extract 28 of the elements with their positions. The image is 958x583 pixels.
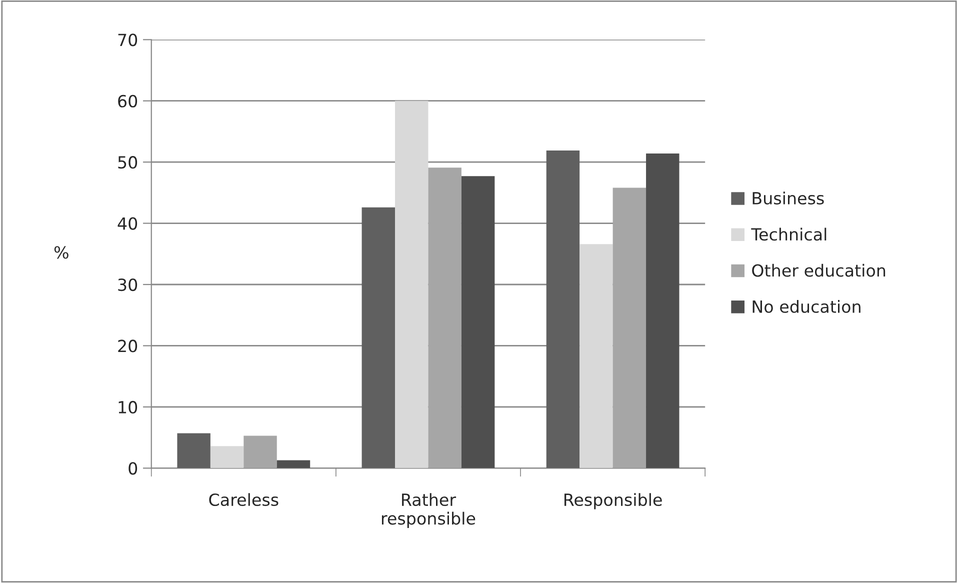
legend-label: Technical bbox=[751, 228, 826, 241]
y-tick-label: 0 bbox=[128, 462, 138, 475]
y-axis-title: % bbox=[54, 246, 68, 259]
bar bbox=[580, 244, 613, 468]
bar bbox=[244, 436, 277, 468]
bar bbox=[612, 188, 646, 468]
legend-label: Business bbox=[752, 192, 824, 205]
bar bbox=[276, 460, 310, 468]
y-tick-label: 50 bbox=[118, 156, 138, 169]
x-tick-label: Responsible bbox=[564, 493, 662, 510]
bar bbox=[546, 150, 580, 468]
y-tick-label: 60 bbox=[118, 94, 138, 108]
legend-label: No education bbox=[752, 300, 860, 313]
bar bbox=[461, 176, 495, 468]
legend-label: Other education bbox=[752, 264, 886, 277]
y-tick-label: 30 bbox=[118, 278, 138, 292]
bar bbox=[395, 100, 428, 468]
y-tick-label: 40 bbox=[118, 217, 138, 230]
bar bbox=[646, 154, 680, 468]
bar bbox=[177, 433, 210, 468]
bar bbox=[428, 168, 462, 468]
y-tick-label: 10 bbox=[118, 400, 138, 414]
bar bbox=[210, 446, 244, 468]
bar bbox=[362, 207, 396, 468]
x-tick-label: Careless bbox=[209, 493, 278, 506]
x-tick-label: Rather responsible bbox=[382, 493, 476, 528]
y-tick-label: 20 bbox=[118, 340, 138, 352]
y-tick-label: 70 bbox=[118, 34, 138, 46]
